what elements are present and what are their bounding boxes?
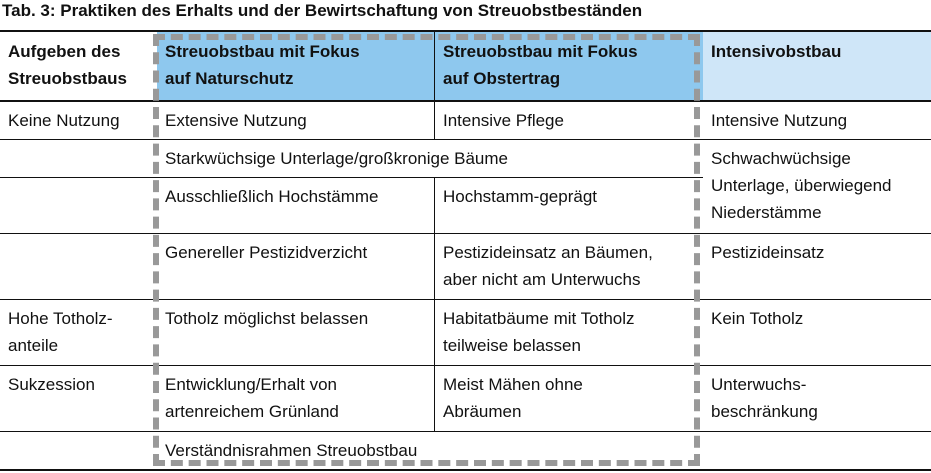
table-cell: Pestizideinsatz an Bäumen, aber nicht am… bbox=[435, 234, 703, 300]
table-caption: Tab. 3: Praktiken des Erhalts und der Be… bbox=[2, 1, 643, 20]
table-cell-spanning: Starkwüchsige Unterlage/großkronige Bäum… bbox=[157, 140, 703, 178]
table-cell: Extensive Nutzung bbox=[157, 102, 435, 140]
table-cell: Totholz möglichst belassen bbox=[157, 300, 435, 366]
table-cell: Meist Mähen ohne Abräumen bbox=[435, 366, 703, 432]
table-cell: Ausschließlich Hochstämme bbox=[157, 178, 435, 234]
header-naturschutz: Streuobstbau mit Fokus auf Naturschutz bbox=[157, 32, 435, 102]
table-cell: Entwicklung/Erhalt von artenreichem Grün… bbox=[157, 366, 435, 432]
table-cell: Kein Totholz bbox=[703, 300, 931, 366]
table-cell: Hochstamm-geprägt bbox=[435, 178, 703, 234]
table-cell: Sukzession bbox=[0, 366, 157, 432]
table-cell bbox=[703, 432, 931, 473]
table-cell bbox=[0, 234, 157, 300]
table-cell: Hohe Totholz- anteile bbox=[0, 300, 157, 366]
table-cell: Habitatbäume mit Totholz teilweise belas… bbox=[435, 300, 703, 366]
table-cell: Genereller Pestizidverzicht bbox=[157, 234, 435, 300]
table-cell: Schwachwüchsige Unterlage, überwiegend N… bbox=[703, 140, 931, 234]
header-intensiv: Intensivobstbau bbox=[703, 32, 931, 102]
table-cell: Intensive Nutzung bbox=[703, 102, 931, 140]
header-obstertrag: Streuobstbau mit Fokus auf Obstertrag bbox=[435, 32, 703, 102]
table-cell: Keine Nutzung bbox=[0, 102, 157, 140]
table-cell: Pestizideinsatz bbox=[703, 234, 931, 300]
table-cell-spanning: Verständnisrahmen Streuobstbau bbox=[165, 441, 418, 460]
table-cell: Unterwuchs- beschränkung bbox=[703, 366, 931, 432]
table-cell bbox=[0, 140, 157, 178]
table-cell bbox=[0, 432, 157, 473]
practices-table: Aufgeben des Streuobstbaus Streuobstbau … bbox=[0, 30, 931, 471]
table-cell: Intensive Pflege bbox=[435, 102, 703, 140]
table-cell bbox=[0, 178, 157, 234]
header-aufgeben: Aufgeben des Streuobstbaus bbox=[0, 32, 157, 102]
